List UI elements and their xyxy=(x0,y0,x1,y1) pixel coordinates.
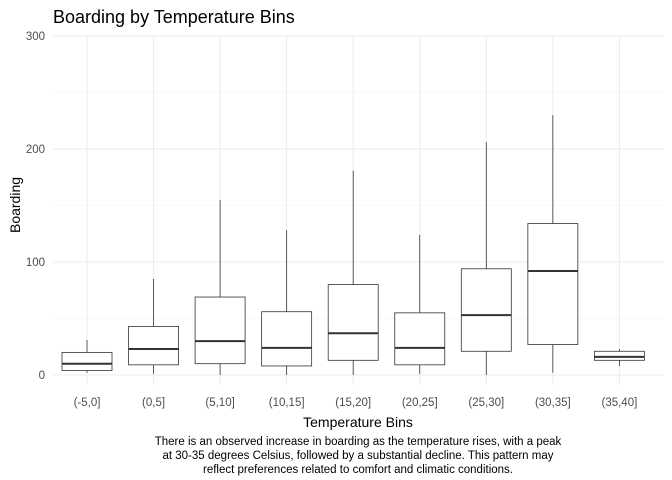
box-iqr xyxy=(128,326,179,366)
caption-line-2: at 30-35 degrees Celsius, followed by a … xyxy=(162,450,553,462)
y-tick-label: 100 xyxy=(26,257,45,269)
box-iqr xyxy=(460,268,512,352)
box-iqr xyxy=(194,296,246,365)
box-group xyxy=(527,115,579,373)
boxes-layer xyxy=(61,115,645,375)
box-iqr xyxy=(394,312,446,366)
y-tick-label: 200 xyxy=(26,144,45,156)
y-axis-ticks: 0 100 200 300 xyxy=(26,31,45,382)
box-iqr xyxy=(594,350,645,361)
x-tick-label: (35,40] xyxy=(601,397,637,409)
caption-line-1: There is an observed increase in boardin… xyxy=(155,436,562,448)
box-group xyxy=(61,339,113,373)
box-group xyxy=(261,230,313,375)
box-group xyxy=(128,278,179,374)
x-axis-title: Temperature Bins xyxy=(303,414,413,430)
box-iqr xyxy=(327,284,379,361)
x-tick-label: (25,30] xyxy=(468,397,504,409)
chart-title: Boarding by Temperature Bins xyxy=(53,7,295,27)
box-iqr xyxy=(527,223,579,345)
chart-caption: There is an observed increase in boardin… xyxy=(155,436,562,476)
x-tick-label: (20,25] xyxy=(402,397,438,409)
x-tick-label: (10,15] xyxy=(269,397,305,409)
y-axis-title: Boarding xyxy=(7,177,23,233)
y-tick-label: 0 xyxy=(39,370,45,382)
x-tick-label: (-5,0] xyxy=(74,397,101,409)
x-tick-label: (30,35] xyxy=(535,397,571,409)
box-group xyxy=(594,349,645,366)
box-iqr xyxy=(261,311,313,367)
x-tick-label: (0,5] xyxy=(142,397,165,409)
x-axis-ticks: (-5,0] (0,5] (5,10] (10,15] (15,20] (20,25] (2… xyxy=(74,397,638,409)
x-tick-label: (15,20] xyxy=(335,397,371,409)
box-group xyxy=(194,199,246,375)
caption-line-3: reflect preferences related to comfort a… xyxy=(203,464,513,476)
box-iqr xyxy=(61,351,113,371)
box-group xyxy=(394,234,446,374)
box-group xyxy=(327,170,379,375)
x-tick-label: (5,10] xyxy=(205,397,234,409)
box-group xyxy=(460,142,512,375)
y-tick-label: 300 xyxy=(26,31,45,43)
